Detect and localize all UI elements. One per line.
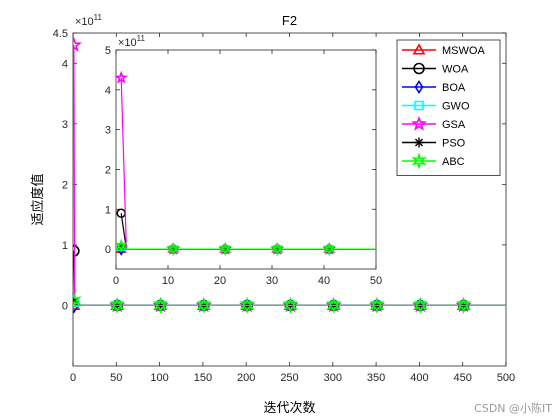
x-tick-label: 50 — [370, 275, 382, 287]
legend-marker — [411, 152, 427, 170]
data-point-abc — [326, 296, 342, 315]
x-tick-label: 450 — [454, 372, 472, 384]
y-exponent-power: 11 — [94, 13, 103, 22]
legend-label: GSA — [442, 119, 466, 131]
chart-title: F2 — [282, 13, 297, 28]
inset-x-axis: 0 10 20 30 40 50 — [113, 50, 382, 287]
y-tick-label: 0 — [62, 300, 68, 312]
y-tick-label: 4 — [62, 58, 68, 70]
data-point-abc — [322, 241, 336, 257]
x-tick-label: 30 — [266, 275, 278, 287]
inset-axes: 0 10 20 30 40 50 0 1 2 3 4 5 ×1011 — [105, 34, 382, 287]
data-point-gsa — [116, 70, 128, 84]
inset-y-exponent-power: 11 — [137, 34, 146, 43]
data-point-abc — [239, 296, 255, 315]
legend-box — [396, 39, 501, 176]
main-x-axis: 0 50 100 150 200 250 300 350 400 450 500 — [70, 33, 515, 384]
data-point-abc — [166, 241, 180, 257]
data-point-abc — [109, 296, 125, 315]
y-tick-label: 2 — [62, 179, 68, 191]
legend-item-woa: WOA — [402, 62, 469, 76]
x-tick-label: 0 — [70, 372, 76, 384]
x-tick-label: 20 — [214, 275, 226, 287]
legend-item-pso: PSO — [402, 137, 466, 150]
legend-marker — [413, 62, 425, 75]
inset-plot-frame — [115, 49, 377, 270]
inset-y-exponent-base: ×10 — [118, 37, 137, 49]
x-axis-label: 迭代次数 — [263, 400, 315, 416]
data-point-abc — [73, 292, 82, 310]
series-abc — [73, 292, 506, 315]
data-point-abc — [456, 296, 471, 315]
x-tick-label: 40 — [318, 275, 330, 287]
legend-item-abc: ABC — [402, 152, 465, 170]
y-tick-label: 1 — [62, 240, 68, 252]
legend-item-gsa: GSA — [402, 115, 466, 131]
legend-label: ABC — [442, 156, 465, 168]
y-tick-label: 2 — [105, 164, 111, 176]
legend-label: WOA — [442, 64, 469, 76]
y-exponent-label: ×1011 — [75, 13, 103, 28]
legend-label: GWO — [442, 101, 470, 113]
y-tick-label: 4 — [105, 85, 111, 97]
x-tick-label: 400 — [410, 372, 428, 384]
series-abc — [116, 238, 376, 257]
data-point-woa — [73, 245, 80, 257]
data-point-gsa — [73, 36, 82, 52]
data-point-abc — [412, 296, 428, 315]
legend-label: BOA — [442, 82, 466, 94]
data-point-abc — [282, 296, 298, 315]
main-y-axis: 0 1 2 3 4 4.5 — [53, 28, 506, 312]
legend-item-boa: BOA — [402, 80, 466, 94]
inset-y-exponent-label: ×1011 — [118, 34, 146, 49]
legend-marker — [412, 43, 426, 55]
legend-label: PSO — [442, 138, 466, 150]
x-tick-label: 350 — [367, 372, 385, 384]
x-tick-label: 0 — [113, 275, 119, 287]
y-exponent-base: ×10 — [75, 16, 94, 28]
x-tick-label: 300 — [324, 372, 342, 384]
x-tick-label: 100 — [150, 372, 168, 384]
data-point-abc — [218, 241, 232, 257]
legend-marker — [411, 115, 427, 131]
x-tick-label: 150 — [194, 372, 212, 384]
y-tick-label: 4.5 — [53, 28, 68, 40]
x-tick-label: 500 — [497, 372, 515, 384]
watermark: CSDN @小陈IT — [474, 402, 552, 415]
legend-items: MSWOA WOA BOA GWO GSA PSO ABC — [402, 43, 485, 170]
legend-marker — [414, 100, 424, 111]
x-tick-label: 200 — [237, 372, 255, 384]
x-tick-label: 10 — [162, 275, 174, 287]
main-series-layer — [73, 36, 506, 315]
data-point-abc — [116, 238, 128, 254]
legend-label: MSWOA — [442, 45, 485, 57]
inset-series-layer — [116, 70, 376, 257]
legend-marker — [414, 80, 424, 94]
y-tick-label: 3 — [62, 119, 68, 131]
y-tick-label: 5 — [105, 45, 111, 57]
legend-item-gwo: GWO — [402, 101, 470, 113]
data-point-abc — [153, 296, 168, 315]
y-tick-label: 0 — [105, 244, 111, 256]
data-point-abc — [196, 296, 212, 315]
legend-item-mswoa: MSWOA — [402, 43, 485, 57]
y-tick-label: 1 — [105, 204, 111, 216]
legend-marker — [414, 137, 424, 148]
legend: MSWOA WOA BOA GWO GSA PSO ABC — [396, 39, 501, 176]
y-tick-label: 3 — [105, 125, 111, 137]
y-axis-label: 适应度值 — [30, 173, 46, 225]
data-point-abc — [369, 296, 385, 315]
data-point-abc — [270, 241, 284, 257]
x-tick-label: 50 — [110, 372, 122, 384]
x-tick-label: 250 — [280, 372, 298, 384]
